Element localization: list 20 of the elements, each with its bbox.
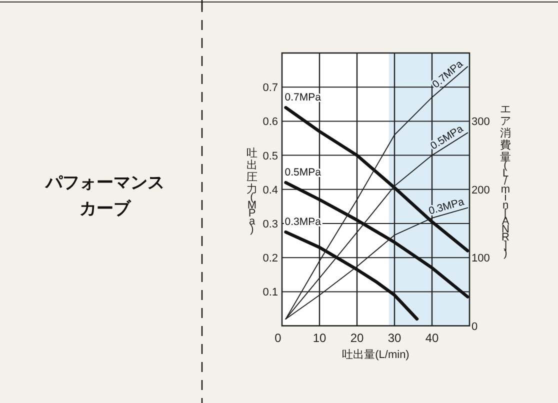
x-tick-label: 20 xyxy=(350,330,364,345)
y-tick-label: 0.4 xyxy=(262,184,278,196)
y-tick-label: 0.7 xyxy=(262,82,278,94)
y-tick-label: 0.1 xyxy=(262,286,278,299)
text: パフォーマンスカーブ xyxy=(44,172,166,220)
text: 吐出圧力(MPa) xyxy=(246,147,258,236)
x-tick-label: 40 xyxy=(425,330,439,345)
x-tick-label: 30 xyxy=(388,330,402,345)
y2-tick-label: 200 xyxy=(472,184,490,196)
y-tick-label: 0.5 xyxy=(262,150,278,162)
text: 0.3MPa xyxy=(427,196,466,218)
y-tick-label: 0.2 xyxy=(262,252,278,265)
y-tick-label: 0.6 xyxy=(262,116,278,128)
x-axis-title: 吐出量(L/min) xyxy=(342,348,410,361)
y2-tick-label: 100 xyxy=(472,252,490,265)
x-tick-label: 0 xyxy=(274,330,282,345)
y-tick-label: 0.3 xyxy=(262,218,278,230)
y2-tick-label: 0 xyxy=(472,320,478,333)
y2-tick-label: 300 xyxy=(472,116,490,128)
x-tick-label: 10 xyxy=(312,330,326,345)
